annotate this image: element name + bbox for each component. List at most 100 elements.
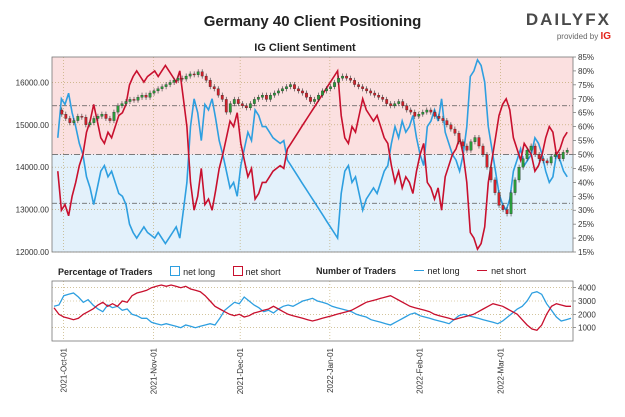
legend-num-short-label: net short: [491, 266, 527, 276]
candle-body: [529, 145, 533, 151]
candle-body: [220, 95, 224, 100]
ig-logo: IG: [600, 31, 611, 42]
candle-body: [228, 103, 232, 113]
candle-body: [232, 99, 236, 104]
candle-body: [357, 84, 360, 87]
candle-body: [537, 154, 541, 159]
candle-body: [461, 141, 465, 147]
candle-body: [417, 114, 421, 117]
candle-body: [196, 71, 200, 75]
candle-body: [349, 78, 352, 81]
candle-body: [172, 80, 176, 83]
candle-body: [353, 80, 356, 85]
candle-body: [553, 154, 557, 157]
candle-body: [401, 101, 405, 106]
candle-body: [393, 103, 397, 106]
net-short-count-line: [53, 284, 571, 332]
candle-body: [317, 95, 320, 100]
candle-body: [385, 99, 389, 104]
legend-pct-long-swatch: [170, 266, 181, 276]
date-tick-label: 2022-Feb-01: [416, 347, 425, 393]
candle-body: [216, 88, 220, 96]
candle-body: [168, 82, 172, 85]
candle-body: [533, 145, 537, 155]
candle-body: [501, 205, 505, 210]
candle-body: [437, 116, 441, 119]
right-tick-label: 30%: [578, 206, 594, 215]
candle-body: [96, 116, 100, 119]
candle-body: [373, 92, 377, 96]
candle-body: [104, 114, 108, 119]
candle-body: [289, 84, 292, 87]
candle-body: [273, 92, 276, 96]
candle-body: [445, 120, 449, 125]
bottom-plot-frame: [51, 280, 574, 342]
candle-body: [265, 95, 268, 100]
candle-body: [240, 103, 244, 106]
date-tick-label: 2021-Oct-01: [60, 347, 69, 392]
candle-body: [192, 73, 196, 76]
candle-body: [541, 158, 545, 162]
candle-body: [164, 84, 168, 87]
candle-body: [116, 105, 120, 113]
left-tick-label: 13000.00: [16, 206, 50, 215]
right-tick-label: 40%: [578, 178, 594, 187]
left-tick-label: 15000.00: [16, 121, 50, 130]
candle-body: [260, 95, 264, 98]
candle-body: [493, 179, 497, 193]
candle-body: [297, 88, 300, 92]
candle-body: [72, 120, 76, 123]
candle-body: [68, 118, 72, 123]
candle-body: [305, 92, 308, 98]
candle-body: [269, 95, 272, 100]
candle-body: [369, 90, 373, 94]
candle-body: [136, 97, 140, 101]
date-tick-label: 2021-Nov-01: [149, 347, 158, 394]
candle-body: [60, 109, 64, 115]
candle-body: [277, 90, 280, 94]
candle-body: [152, 90, 156, 94]
candle-body: [84, 117, 88, 125]
legend-pct-title: Percentage of Traders: [58, 267, 153, 277]
candle-body: [293, 84, 296, 89]
candle-body: [301, 90, 304, 94]
candle-body: [517, 167, 521, 181]
legend-number: Number of Traders net long net short: [316, 266, 526, 276]
left-tick-label: 16000.00: [16, 78, 50, 87]
right-tick-label: 25%: [578, 220, 594, 229]
legend-percentage: Percentage of Traders net long net short: [58, 266, 281, 277]
candle-body: [497, 192, 501, 206]
candle-body: [236, 99, 240, 104]
candle-body: [112, 111, 116, 121]
candle-body: [132, 99, 136, 101]
candle-body: [473, 137, 477, 142]
candle-body: [64, 114, 68, 119]
candle-body: [204, 75, 208, 81]
candle-body: [212, 86, 216, 89]
candle-body: [505, 209, 509, 214]
candle-body: [188, 73, 192, 77]
candle-body: [313, 99, 316, 102]
candle-body: [92, 118, 96, 123]
candle-body: [361, 86, 365, 89]
candle-body: [365, 88, 369, 92]
candle-body: [184, 75, 188, 80]
legend-pct-long-label: net long: [183, 267, 216, 277]
logo-provided-label: provided by: [556, 32, 599, 41]
candle-body: [429, 109, 433, 113]
candle-body: [521, 158, 525, 168]
candle-body: [433, 111, 437, 117]
candle-body: [333, 82, 336, 87]
candle-body: [549, 156, 553, 164]
net-long-pct-line: [57, 57, 568, 246]
candle-body: [561, 152, 565, 159]
right-tick-label: 45%: [578, 164, 594, 173]
candle-body: [457, 133, 461, 142]
candle-body: [244, 105, 248, 109]
candle-body: [425, 109, 429, 113]
net-long-count-line: [53, 291, 572, 329]
right-tick-label: 80%: [578, 67, 594, 76]
chart-title: Germany 40 Client Positioning: [203, 13, 422, 30]
candle-body: [100, 114, 104, 117]
